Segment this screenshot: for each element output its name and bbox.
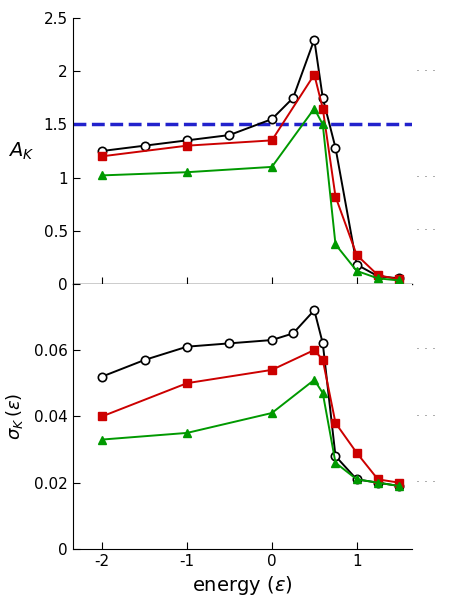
X-axis label: energy $(\varepsilon)$: energy $(\varepsilon)$ xyxy=(192,575,292,597)
Y-axis label: $\sigma_K\,(\varepsilon)$: $\sigma_K\,(\varepsilon)$ xyxy=(5,393,25,440)
Text: · · ·: · · · xyxy=(416,343,436,356)
Text: · · ·: · · · xyxy=(416,224,436,237)
Text: · · ·: · · · xyxy=(416,410,436,423)
Text: · · ·: · · · xyxy=(416,476,436,489)
Y-axis label: $A_K$: $A_K$ xyxy=(8,140,35,162)
Text: · · ·: · · · xyxy=(416,171,436,184)
Text: · · ·: · · · xyxy=(416,65,436,78)
